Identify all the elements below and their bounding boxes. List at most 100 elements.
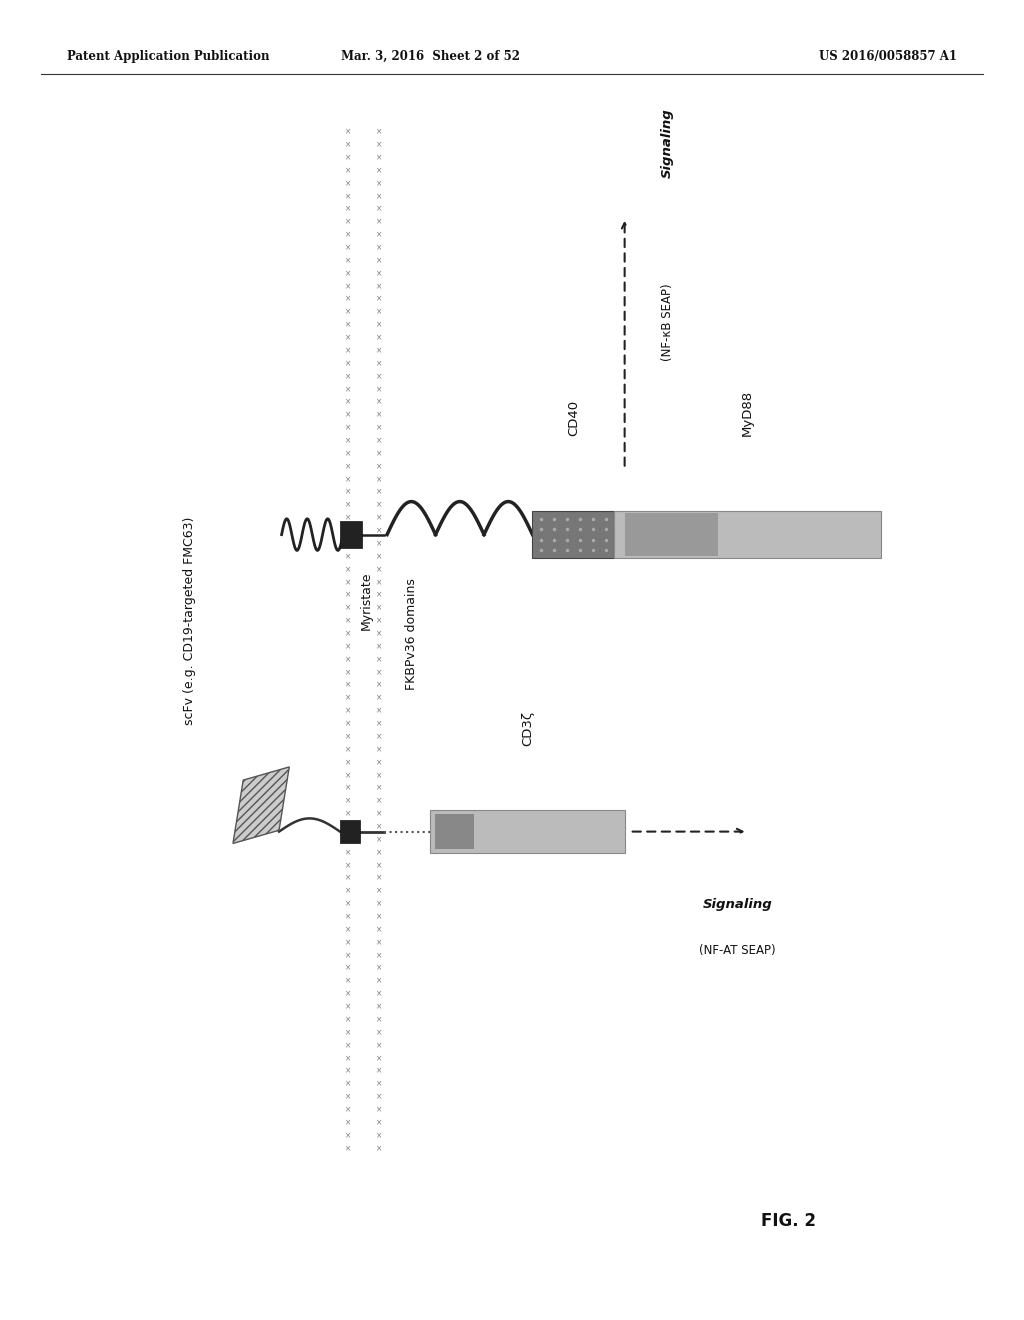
Text: ×: × <box>345 822 351 832</box>
Text: ×: × <box>376 578 382 587</box>
Text: ×: × <box>345 500 351 510</box>
Text: ×: × <box>376 784 382 792</box>
Text: ×: × <box>376 346 382 355</box>
Text: ×: × <box>376 1002 382 1011</box>
Text: ×: × <box>376 887 382 895</box>
Text: ×: × <box>345 372 351 381</box>
Text: ×: × <box>345 231 351 239</box>
Text: ×: × <box>376 385 382 393</box>
Text: ×: × <box>345 977 351 986</box>
Text: (NF-AT SEAP): (NF-AT SEAP) <box>699 944 775 957</box>
Text: ×: × <box>376 990 382 998</box>
Text: ×: × <box>376 1093 382 1101</box>
Text: ×: × <box>376 359 382 368</box>
Text: ×: × <box>376 681 382 690</box>
Text: Signaling: Signaling <box>662 108 674 178</box>
Text: ×: × <box>376 733 382 742</box>
Text: ×: × <box>376 771 382 780</box>
Text: MyD88: MyD88 <box>741 389 754 436</box>
Text: ×: × <box>345 964 351 973</box>
Text: Patent Application Publication: Patent Application Publication <box>67 50 269 63</box>
Text: ×: × <box>376 488 382 496</box>
Text: ×: × <box>376 153 382 162</box>
Text: ×: × <box>345 874 351 883</box>
Text: ×: × <box>345 424 351 433</box>
Text: ×: × <box>376 1131 382 1140</box>
Text: ×: × <box>345 180 351 187</box>
Text: ×: × <box>376 565 382 574</box>
Text: ×: × <box>376 616 382 626</box>
Text: ×: × <box>376 590 382 599</box>
Text: ×: × <box>376 128 382 136</box>
Text: ×: × <box>345 437 351 445</box>
Text: ×: × <box>345 334 351 342</box>
Text: ×: × <box>345 847 351 857</box>
Text: FKBPv36 domains: FKBPv36 domains <box>406 578 418 689</box>
Text: ×: × <box>345 925 351 935</box>
Text: ×: × <box>345 861 351 870</box>
Text: ×: × <box>345 681 351 690</box>
Text: ×: × <box>376 539 382 548</box>
Text: ×: × <box>345 218 351 227</box>
Text: ×: × <box>376 693 382 702</box>
Text: ×: × <box>345 939 351 946</box>
Text: ×: × <box>376 796 382 805</box>
Bar <box>340 521 362 548</box>
Text: ×: × <box>376 977 382 986</box>
Bar <box>625 513 718 556</box>
Text: ×: × <box>376 899 382 908</box>
Text: ×: × <box>345 912 351 921</box>
Text: ×: × <box>345 513 351 523</box>
Text: ×: × <box>345 462 351 471</box>
Text: FIG. 2: FIG. 2 <box>761 1212 816 1230</box>
Text: ×: × <box>345 1041 351 1049</box>
Text: ×: × <box>345 887 351 895</box>
Text: ×: × <box>345 565 351 574</box>
Text: ×: × <box>376 397 382 407</box>
Text: ×: × <box>345 744 351 754</box>
Text: ×: × <box>376 166 382 176</box>
Text: scFv (e.g. CD19-targeted FMC63): scFv (e.g. CD19-targeted FMC63) <box>183 516 196 725</box>
Text: ×: × <box>345 1067 351 1076</box>
Text: ×: × <box>345 346 351 355</box>
Text: ×: × <box>345 191 351 201</box>
Text: ×: × <box>376 308 382 317</box>
Text: ×: × <box>345 166 351 176</box>
Text: ×: × <box>376 140 382 149</box>
Text: ×: × <box>345 603 351 612</box>
Text: ×: × <box>345 1118 351 1127</box>
Text: ×: × <box>345 321 351 330</box>
Text: ×: × <box>376 334 382 342</box>
Text: ×: × <box>376 180 382 187</box>
Text: ×: × <box>376 321 382 330</box>
Text: ×: × <box>376 1041 382 1049</box>
Text: ×: × <box>376 256 382 265</box>
Text: ×: × <box>376 822 382 832</box>
Text: ×: × <box>345 655 351 664</box>
Text: ×: × <box>376 513 382 523</box>
Text: ×: × <box>345 733 351 742</box>
Text: ×: × <box>345 269 351 279</box>
Text: ×: × <box>345 282 351 290</box>
Text: ×: × <box>345 784 351 792</box>
Text: ×: × <box>376 1118 382 1127</box>
Text: ×: × <box>345 1015 351 1024</box>
Text: ×: × <box>345 1053 351 1063</box>
Bar <box>532 511 614 558</box>
Text: ×: × <box>376 836 382 843</box>
Text: ×: × <box>376 655 382 664</box>
Text: ×: × <box>345 153 351 162</box>
Text: ×: × <box>376 1067 382 1076</box>
Text: ×: × <box>345 243 351 252</box>
Text: ×: × <box>376 282 382 290</box>
Text: ×: × <box>376 527 382 536</box>
Bar <box>340 820 360 843</box>
Text: ×: × <box>345 719 351 729</box>
Text: ×: × <box>345 693 351 702</box>
Text: ×: × <box>345 308 351 317</box>
Text: ×: × <box>376 372 382 381</box>
Text: ×: × <box>345 950 351 960</box>
Text: ×: × <box>345 1131 351 1140</box>
Text: ×: × <box>376 939 382 946</box>
Text: ×: × <box>345 397 351 407</box>
